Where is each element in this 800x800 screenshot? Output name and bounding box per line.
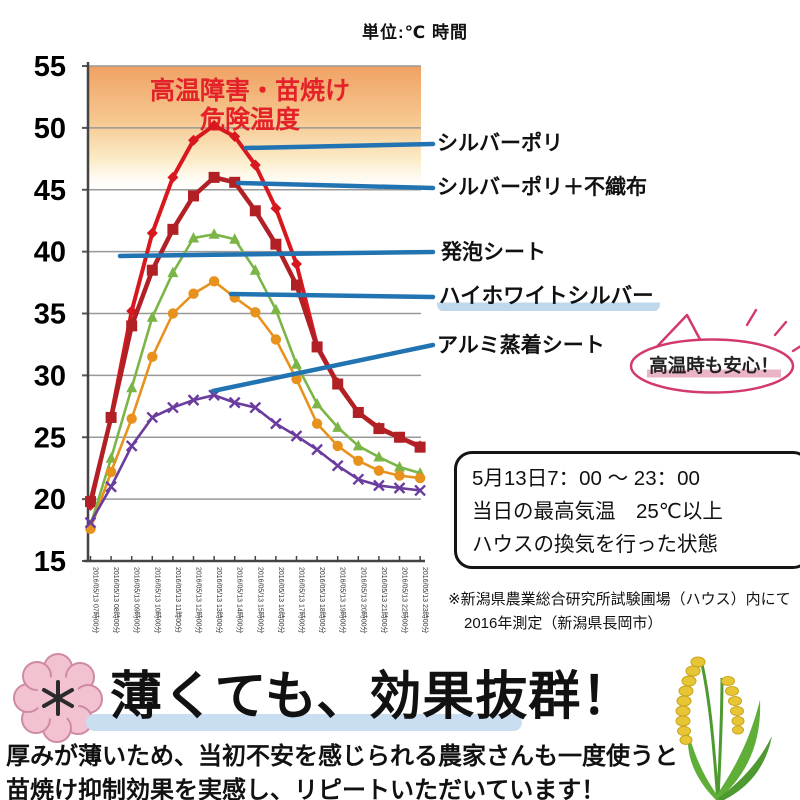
svg-text:40: 40	[34, 237, 66, 269]
temperature-line-chart: 15 20 25 30 35 40 45 50 55 2016/05/13 07時00分 2016/…	[34, 51, 436, 634]
millet-plant-icon	[675, 656, 772, 800]
svg-text:2016/05/13 23時00分: 2016/05/13 23時00分	[421, 567, 430, 634]
svg-text:2016/05/13 21時00分: 2016/05/13 21時00分	[380, 567, 389, 634]
legend-label-silver-poly-nonwoven: シルバーポリ＋不織布	[437, 176, 647, 199]
headline-highlight-bar	[86, 714, 522, 731]
svg-text:2016/05/13 11時00分: 2016/05/13 11時00分	[174, 567, 183, 633]
legend-label-aluminum-sheet: アルミ蒸着シート	[437, 334, 605, 357]
svg-text:2016/05/13 18時00分: 2016/05/13 18時00分	[318, 567, 327, 634]
svg-text:2016/05/13 13時00分: 2016/05/13 13時00分	[215, 567, 224, 634]
svg-text:50: 50	[34, 113, 66, 145]
flower-icon	[13, 653, 103, 743]
svg-text:2016/05/13 08時00分: 2016/05/13 08時00分	[112, 567, 121, 634]
svg-text:高温障害・苗焼け: 高温障害・苗焼け	[150, 76, 350, 105]
svg-text:2016/05/13 19時00分: 2016/05/13 19時00分	[339, 567, 348, 634]
unit-label: 単位:℃ 時間	[362, 23, 468, 42]
svg-text:2016/05/13 07時00分: 2016/05/13 07時00分	[92, 567, 101, 634]
legend-label-foam-sheet: 発泡シート	[441, 241, 546, 264]
svg-text:2016/05/13 15時00分: 2016/05/13 15時00分	[256, 567, 265, 634]
svg-text:2016/05/13 09時00分: 2016/05/13 09時00分	[133, 567, 142, 634]
svg-text:45: 45	[34, 175, 66, 207]
headline: 薄くても、効果抜群！	[110, 668, 635, 726]
svg-text:2016/05/13 17時00分: 2016/05/13 17時00分	[298, 567, 307, 634]
svg-text:2016/05/13 14時00分: 2016/05/13 14時00分	[236, 567, 245, 634]
measurement-conditions-box: 5月13日7：00 ～ 23：00 当日の最高気温 25℃以上 ハウスの換気を行…	[454, 451, 800, 569]
svg-text:30: 30	[34, 360, 66, 392]
svg-text:15: 15	[34, 546, 66, 578]
legend-label-silver-poly: シルバーポリ	[437, 132, 563, 155]
svg-text:2016/05/13 10時00分: 2016/05/13 10時00分	[153, 567, 162, 634]
body-line-1: 厚みが薄いため、当初不安を感じられる農家さんも一度使うと	[6, 743, 678, 770]
body-line-2: 苗焼け抑制効果を実感し、リピートいただいています！	[6, 777, 606, 800]
svg-text:55: 55	[34, 51, 66, 83]
info-line-2: 当日の最高気温 25℃以上	[472, 500, 723, 523]
info-line-1: 5月13日7：00 ～ 23：00	[472, 467, 700, 490]
legend-label-high-white-silver: ハイホワイトシルバー	[437, 283, 660, 312]
svg-text:2016/05/13 22時00分: 2016/05/13 22時00分	[401, 567, 410, 634]
body-text: 厚みが薄いため、当初不安を感じられる農家さんも一度使うと 苗焼け抑制効果を実感し…	[6, 740, 678, 800]
svg-text:2016/05/13 12時00分: 2016/05/13 12時00分	[195, 567, 204, 634]
svg-text:35: 35	[34, 299, 66, 331]
footnote-line-1: ※新潟県農業総合研究所試験圃場（ハウス）内にて	[448, 591, 791, 608]
info-line-3: ハウスの換気を行った状態	[472, 533, 718, 556]
svg-text:2016/05/13 16時00分: 2016/05/13 16時00分	[277, 567, 286, 634]
svg-text:25: 25	[34, 422, 66, 454]
bubble-label: 高温時も安心！	[647, 355, 781, 378]
svg-text:2016/05/13 20時00分: 2016/05/13 20時00分	[359, 567, 368, 634]
svg-text:20: 20	[34, 484, 66, 516]
svg-text:危険温度: 危険温度	[200, 105, 300, 134]
footnote-line-2: 2016年測定（新潟県長岡市）	[464, 615, 663, 632]
footnote: ※新潟県農業総合研究所試験圃場（ハウス）内にて 2016年測定（新潟県長岡市）	[448, 588, 791, 636]
